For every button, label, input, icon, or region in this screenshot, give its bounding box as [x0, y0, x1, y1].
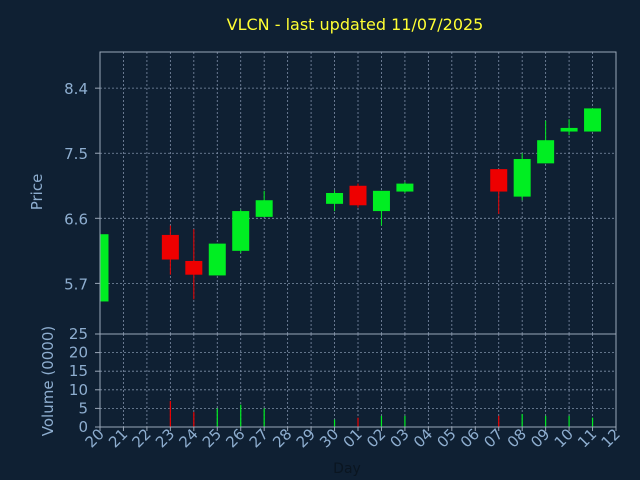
day-tick-label: 26 — [222, 425, 248, 451]
day-tick-label: 06 — [457, 425, 483, 451]
candle-body — [584, 108, 602, 132]
day-tick-label: 01 — [340, 425, 366, 451]
panel-frames — [95, 51, 617, 431]
volume-panel-frame — [99, 333, 617, 428]
candle-body — [537, 140, 555, 164]
candle-body — [372, 190, 390, 212]
candle-body — [396, 183, 414, 192]
day-tick-label: 28 — [269, 425, 295, 451]
day-tick-label: 29 — [293, 425, 319, 451]
day-tick-label: 02 — [363, 425, 389, 451]
day-tick-label: 05 — [433, 425, 459, 451]
candle-body — [208, 243, 226, 276]
day-tick-label: 10 — [551, 425, 577, 451]
volume-tick-label: 20 — [69, 344, 88, 362]
candles — [99, 108, 602, 302]
tick-labels: 5.76.67.58.40510152025202122232425262728… — [64, 80, 624, 451]
day-tick-label: 30 — [316, 425, 342, 451]
volume-tick-label: 25 — [69, 325, 88, 343]
chart-title: VLCN - last updated 11/07/2025 — [227, 15, 484, 34]
candle-body — [326, 193, 344, 204]
day-tick-label: 27 — [246, 425, 272, 451]
candle-body — [100, 234, 109, 302]
volume-tick-label: 15 — [69, 362, 88, 380]
day-tick-label: 03 — [387, 425, 413, 451]
day-tick-label: 12 — [598, 425, 624, 451]
volume-tick-label: 5 — [78, 399, 88, 417]
day-tick-label: 08 — [504, 425, 530, 451]
day-tick-label: 25 — [199, 425, 225, 451]
volume-tick-label: 10 — [69, 381, 88, 399]
candle-body — [255, 200, 273, 217]
candle-body — [185, 260, 203, 275]
candle-body — [161, 234, 179, 260]
candle-body — [513, 159, 531, 197]
price-tick-label: 5.7 — [64, 275, 88, 293]
x-axis-label: Day — [333, 461, 361, 477]
candle-body — [232, 211, 250, 251]
volume-bars — [169, 400, 594, 427]
day-tick-label: 11 — [574, 425, 600, 451]
volume-axis-label: Volume (0000) — [39, 326, 57, 436]
day-tick-label: 23 — [152, 425, 178, 451]
day-tick-label: 24 — [175, 425, 201, 451]
day-tick-label: 04 — [410, 425, 436, 451]
day-tick-label: 09 — [527, 425, 553, 451]
day-tick-label: 21 — [105, 425, 131, 451]
volume-tick-label: 0 — [78, 418, 88, 436]
candle-body — [490, 169, 508, 192]
candle-body — [560, 127, 578, 132]
day-tick-label: 22 — [129, 425, 155, 451]
price-tick-label: 6.6 — [64, 210, 88, 228]
price-axis-label: Price — [28, 174, 46, 211]
candle-body — [349, 185, 367, 206]
price-tick-label: 8.4 — [64, 80, 88, 98]
day-tick-label: 07 — [480, 425, 506, 451]
price-tick-label: 7.5 — [64, 145, 88, 163]
